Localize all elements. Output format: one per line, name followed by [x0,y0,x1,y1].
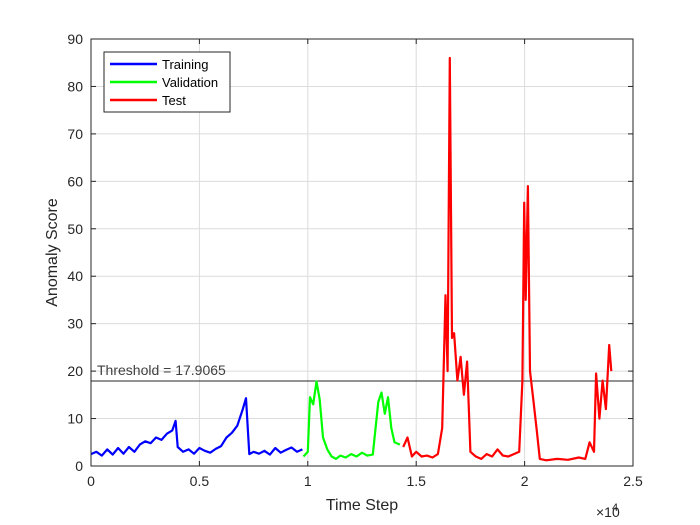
series-line-training [90,397,303,457]
y-tick-label: 50 [67,221,83,237]
y-tick-label: 10 [67,411,83,427]
series-line-test [402,56,613,462]
x-tick-label: 1 [304,473,312,489]
legend-label-validation: Validation [162,75,218,90]
x-tick-label: 0.5 [190,473,210,489]
x-tick-label: 2.5 [623,473,643,489]
legend-label-training: Training [162,57,208,72]
axes-frame [90,38,634,467]
series-lines [90,56,613,462]
y-tick-label: 90 [67,31,83,47]
y-tick-label: 40 [67,268,83,284]
legend: Training Validation Test [103,51,231,113]
y-axis-ticks: 0 10 20 30 40 50 60 70 80 90 [67,31,633,474]
y-tick-label: 70 [67,126,83,142]
x-exponent-base: ×10 [596,504,620,520]
x-tick-label: 0 [87,473,95,489]
x-tick-label: 2 [521,473,529,489]
x-axis-ticks: 0 0.5 1 1.5 2 2.5 [87,39,643,489]
threshold-label: Threshold = 17.9065 [97,362,226,378]
series-line-validation [302,380,401,460]
y-tick-label: 30 [67,316,83,332]
threshold-group: Threshold = 17.9065 [91,362,633,382]
y-tick-label: 60 [67,173,83,189]
y-axis-label: Anomaly Score [44,198,61,307]
legend-label-test: Test [162,93,186,108]
axes-box [90,38,634,467]
x-exponent-power: 4 [612,502,618,514]
y-tick-label: 0 [75,458,83,474]
y-tick-label: 20 [67,363,83,379]
x-axis-exponent: ×10 4 [596,502,620,520]
x-tick-label: 1.5 [406,473,426,489]
x-axis-label: Time Step [326,497,398,514]
y-tick-label: 80 [67,78,83,94]
